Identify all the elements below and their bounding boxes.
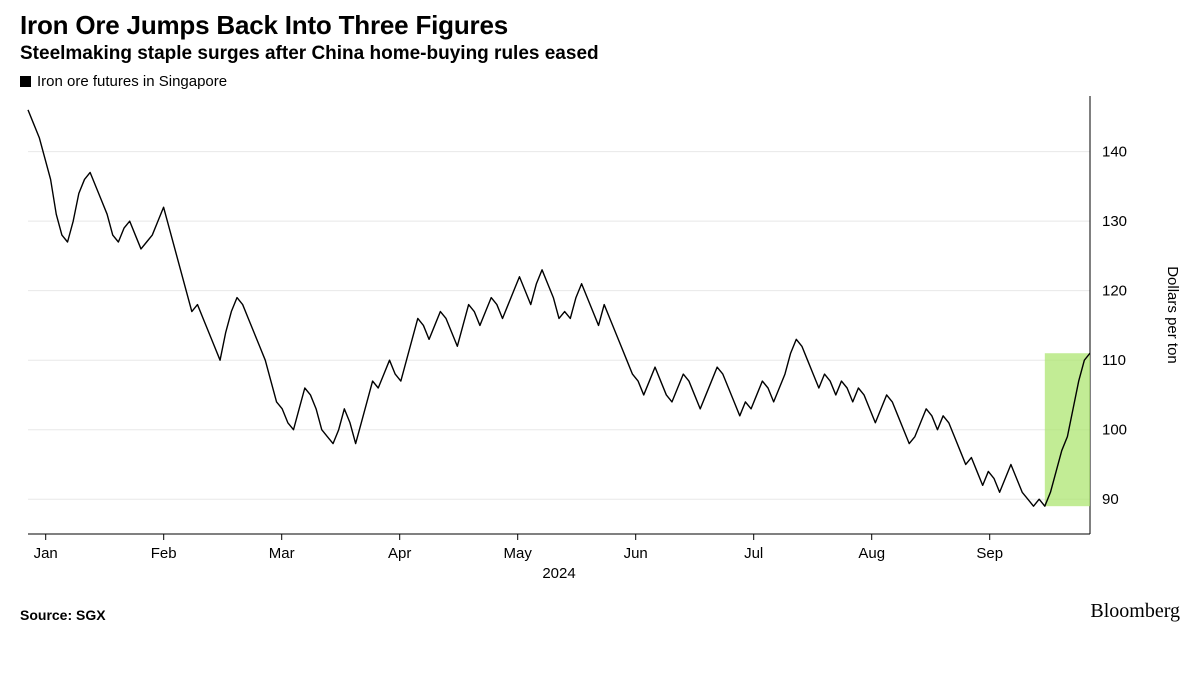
svg-text:90: 90: [1102, 491, 1119, 508]
chart-subtitle: Steelmaking staple surges after China ho…: [20, 43, 1180, 65]
legend-label: Iron ore futures in Singapore: [37, 73, 227, 90]
svg-text:130: 130: [1102, 213, 1127, 230]
svg-text:Jul: Jul: [744, 545, 763, 562]
source-label: Source: SGX: [20, 607, 106, 623]
brand-label: Bloomberg: [1090, 600, 1180, 623]
chart-footer: Source: SGX Bloomberg: [20, 600, 1180, 623]
chart-container: Iron Ore Jumps Back Into Three Figures S…: [0, 0, 1200, 675]
svg-text:110: 110: [1102, 352, 1126, 369]
svg-text:2024: 2024: [542, 565, 575, 582]
svg-text:Feb: Feb: [151, 545, 177, 562]
svg-text:Aug: Aug: [858, 545, 885, 562]
svg-text:Jun: Jun: [624, 545, 648, 562]
svg-text:Sep: Sep: [976, 545, 1003, 562]
svg-text:May: May: [504, 545, 533, 562]
chart-svg: 90 100 110 120 130 140 Dollars per ton Jan Feb Ma…: [20, 94, 1180, 594]
chart-plot: 90 100 110 120 130 140 Dollars per ton Jan Feb Ma…: [20, 94, 1180, 594]
svg-text:Dollars per ton: Dollars per ton: [1164, 266, 1180, 364]
chart-title: Iron Ore Jumps Back Into Three Figures: [20, 10, 1180, 41]
svg-text:140: 140: [1102, 144, 1127, 161]
legend: Iron ore futures in Singapore: [20, 73, 1180, 90]
legend-swatch-icon: [20, 76, 31, 87]
svg-text:Mar: Mar: [269, 545, 295, 562]
svg-text:100: 100: [1102, 422, 1127, 439]
svg-text:Jan: Jan: [34, 545, 58, 562]
svg-text:Apr: Apr: [388, 545, 411, 562]
svg-text:120: 120: [1102, 283, 1127, 300]
